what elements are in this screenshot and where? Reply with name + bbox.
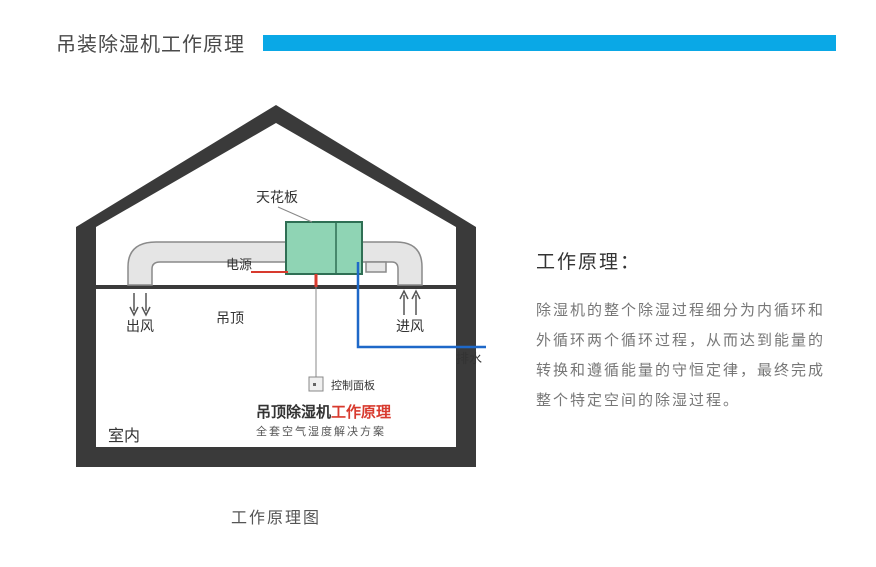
label-ceiling: 天花板: [256, 189, 298, 205]
principle-diagram: 天花板 电源 吊顶 出风 进风 排水 控制面板 室内 吊顶除湿机工作原理 全套空…: [56, 87, 496, 487]
label-suspended: 吊顶: [216, 310, 244, 326]
label-air-out: 出风: [126, 318, 154, 334]
principle-body: 除湿机的整个除湿过程细分为内循环和外循环两个循环过程，从而达到能量的转换和遵循能…: [536, 296, 836, 416]
label-panel: 控制面板: [331, 378, 375, 392]
label-indoor: 室内: [108, 427, 140, 445]
label-drain: 排水: [456, 351, 482, 366]
duct-left: [128, 242, 286, 285]
duct-attachment: [366, 262, 386, 272]
principle-title: 工作原理：: [536, 247, 836, 274]
text-column: 工作原理： 除湿机的整个除湿过程细分为内循环和外循环两个循环过程，从而达到能量的…: [496, 87, 836, 528]
air-out-arrows: [130, 293, 150, 315]
label-power: 电源: [226, 257, 252, 272]
roof: [76, 105, 476, 227]
label-ceiling-leader: [278, 207, 312, 222]
diagram-title-line2: 全套空气湿度解决方案: [256, 424, 386, 438]
label-air-in: 进风: [396, 318, 424, 334]
header: 吊装除湿机工作原理: [0, 0, 876, 57]
diagram-column: 天花板 电源 吊顶 出风 进风 排水 控制面板 室内 吊顶除湿机工作原理 全套空…: [56, 87, 496, 528]
header-title: 吊装除湿机工作原理: [56, 28, 245, 57]
diagram-caption: 工作原理图: [56, 504, 496, 528]
diagram-title-line1: 吊顶除湿机工作原理: [256, 403, 391, 421]
air-in-arrows: [400, 291, 420, 315]
control-panel-dot: [313, 383, 316, 386]
content: 天花板 电源 吊顶 出风 进风 排水 控制面板 室内 吊顶除湿机工作原理 全套空…: [0, 57, 876, 528]
dehumidifier-unit: [286, 222, 362, 274]
header-accent-bar: [263, 35, 836, 51]
